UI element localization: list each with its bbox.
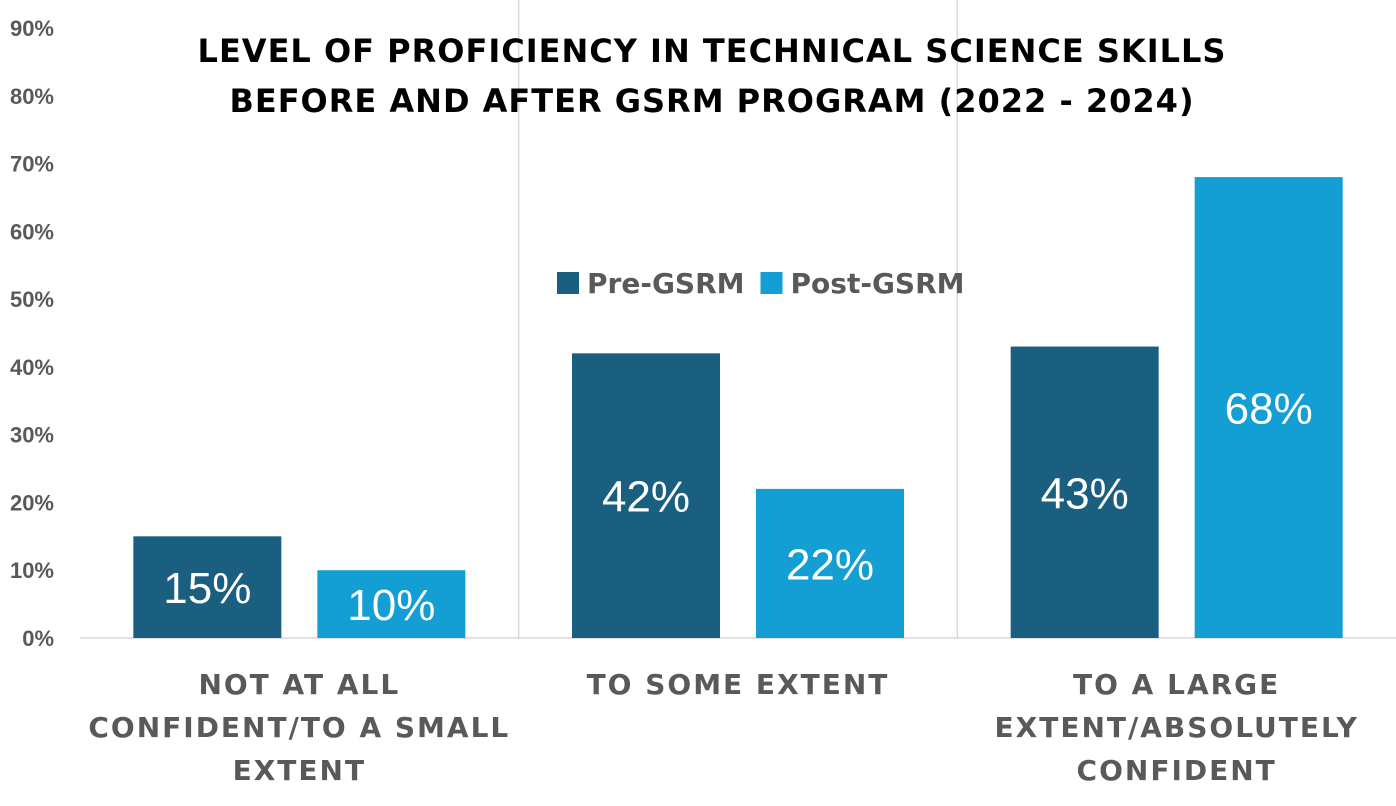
bar-post-gsrm — [1194, 177, 1343, 638]
y-tick-label: 60% — [10, 219, 54, 244]
category-label: CONFIDENT — [1077, 754, 1277, 787]
data-label: 22% — [786, 540, 874, 589]
category-label: CONFIDENT/TO A SMALL — [88, 711, 510, 744]
bar-post-gsrm — [756, 488, 904, 638]
y-tick-label: 90% — [10, 16, 54, 41]
data-labels: 15% 10% 42% 22% 43% 68% — [163, 385, 1312, 631]
legend: Pre-GSRM Post-GSRM — [557, 267, 965, 300]
bar-pre-gsrm — [1010, 346, 1159, 638]
chart-title-line: BEFORE AND AFTER GSRM PROGRAM (2022 - 20… — [229, 82, 1194, 120]
y-tick-label: 0% — [22, 626, 54, 651]
y-tick-label: 10% — [10, 558, 54, 583]
bars — [133, 177, 1343, 638]
legend-swatch-pre-gsrm — [557, 272, 579, 294]
data-label: 68% — [1225, 385, 1313, 434]
category-label: TO A LARGE — [1073, 668, 1280, 701]
y-tick-label: 50% — [10, 287, 54, 312]
y-tick-label: 20% — [10, 490, 54, 515]
category-label: TO SOME EXTENT — [587, 668, 890, 701]
data-label: 10% — [347, 581, 435, 630]
legend-label-post-gsrm: Post-GSRM — [791, 267, 965, 300]
category-label: NOT AT ALL — [198, 668, 400, 701]
category-label: EXTENT — [233, 754, 366, 787]
category-labels: NOT AT ALL CONFIDENT/TO A SMALL EXTENT TO S… — [88, 668, 1359, 787]
y-tick-label: 80% — [10, 84, 54, 109]
legend-swatch-post-gsrm — [760, 272, 783, 294]
data-label: 43% — [1041, 469, 1129, 518]
legend-label-pre-gsrm: Pre-GSRM — [587, 267, 745, 300]
y-tick-label: 70% — [10, 152, 54, 177]
y-tick-label: 40% — [10, 355, 54, 380]
bar-pre-gsrm — [572, 353, 720, 638]
chart-title: LEVEL OF PROFICIENCY IN TECHNICAL SCIENC… — [198, 32, 1227, 120]
category-separators — [517, 0, 959, 638]
category-label: EXTENT/ABSOLUTELY — [995, 711, 1359, 744]
data-label: 42% — [602, 473, 690, 522]
bar-post-gsrm — [317, 570, 466, 638]
data-label: 15% — [163, 564, 251, 613]
y-axis-ticks: 0% 10% 20% 30% 40% 50% 60% 70% 80% 90% — [10, 16, 54, 651]
chart-title-line: LEVEL OF PROFICIENCY IN TECHNICAL SCIENC… — [198, 32, 1227, 70]
bar-pre-gsrm — [133, 536, 282, 638]
y-tick-label: 30% — [10, 423, 54, 448]
